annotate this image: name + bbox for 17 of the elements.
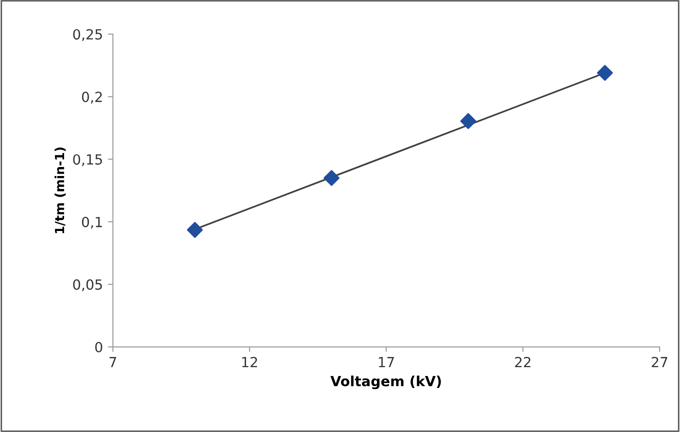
y-tick-label: 0 — [95, 342, 102, 352]
x-tick-label: 12 — [242, 356, 258, 368]
y-tick-label: 0,1 — [82, 216, 102, 229]
point — [460, 113, 476, 130]
x-tick-label: 7 — [110, 357, 116, 368]
y-tick-label: 0,15 — [73, 154, 102, 166]
point — [186, 222, 203, 238]
point — [596, 64, 613, 81]
point — [324, 170, 340, 186]
y-tick-label: 0,25 — [73, 29, 102, 42]
y-tick-label: 0,05 — [73, 279, 102, 292]
y-tick-label: 0,2 — [82, 92, 102, 104]
x-axis-title: Voltagem (kV) — [330, 376, 441, 390]
x-tick-label: 27 — [652, 356, 668, 368]
x-tick-label: 22 — [515, 356, 530, 368]
x-tick-label: 17 — [378, 357, 394, 368]
y-axis-title: 1/tm (min-1) — [54, 148, 66, 234]
